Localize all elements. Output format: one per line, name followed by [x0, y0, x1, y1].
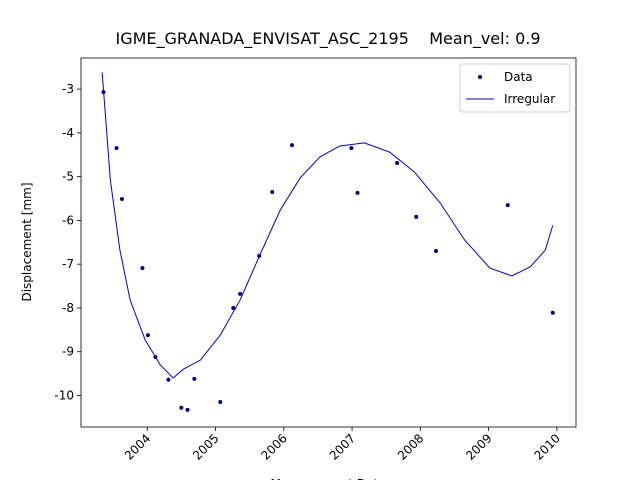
y-tick-label: -7 [62, 257, 74, 271]
x-tick-label: 2008 [395, 431, 426, 462]
data-point [349, 146, 354, 151]
data-point [145, 333, 150, 338]
x-axis-label: Measurement Date [271, 477, 386, 480]
data-point [550, 310, 555, 315]
y-tick-label: -8 [62, 301, 74, 315]
data-point [185, 407, 190, 412]
data-point [166, 377, 171, 382]
plot-frame [80, 57, 577, 428]
data-point [434, 249, 439, 254]
y-tick-label: -10 [54, 388, 74, 402]
x-tick-label: 2009 [463, 431, 494, 462]
data-point [505, 203, 510, 208]
data-point [231, 305, 236, 310]
x-tick-label: 2005 [190, 431, 221, 462]
data-point [289, 143, 294, 148]
data-point [414, 214, 419, 219]
data-point [395, 161, 400, 166]
data-point [270, 189, 275, 194]
data-point [119, 196, 124, 201]
x-tick-label: 2004 [122, 431, 153, 462]
x-tick-label: 2007 [327, 431, 358, 462]
y-tick-label: -4 [62, 126, 74, 140]
y-tick-label: -9 [62, 345, 74, 359]
data-point [238, 291, 243, 296]
y-tick-label: -6 [62, 213, 74, 227]
chart-title: IGME_GRANADA_ENVISAT_ASC_2195 Mean_vel: … [115, 29, 540, 49]
data-point [192, 376, 197, 381]
y-tick-label: -3 [62, 82, 74, 96]
y-axis-label: Displacement [mm] [20, 182, 34, 301]
legend-label: Irregular [504, 92, 555, 106]
data-point [355, 190, 360, 195]
legend-label: Data [504, 70, 533, 84]
legend-marker [478, 75, 482, 79]
data-point [114, 146, 119, 151]
legend-box [459, 63, 571, 113]
y-tick-label: -5 [62, 170, 74, 184]
data-point [218, 400, 223, 405]
data-point [140, 266, 145, 271]
data-point [179, 405, 184, 410]
x-tick-label: 2006 [258, 431, 289, 462]
x-tick-label: 2010 [532, 431, 563, 462]
fit-line [101, 72, 554, 379]
